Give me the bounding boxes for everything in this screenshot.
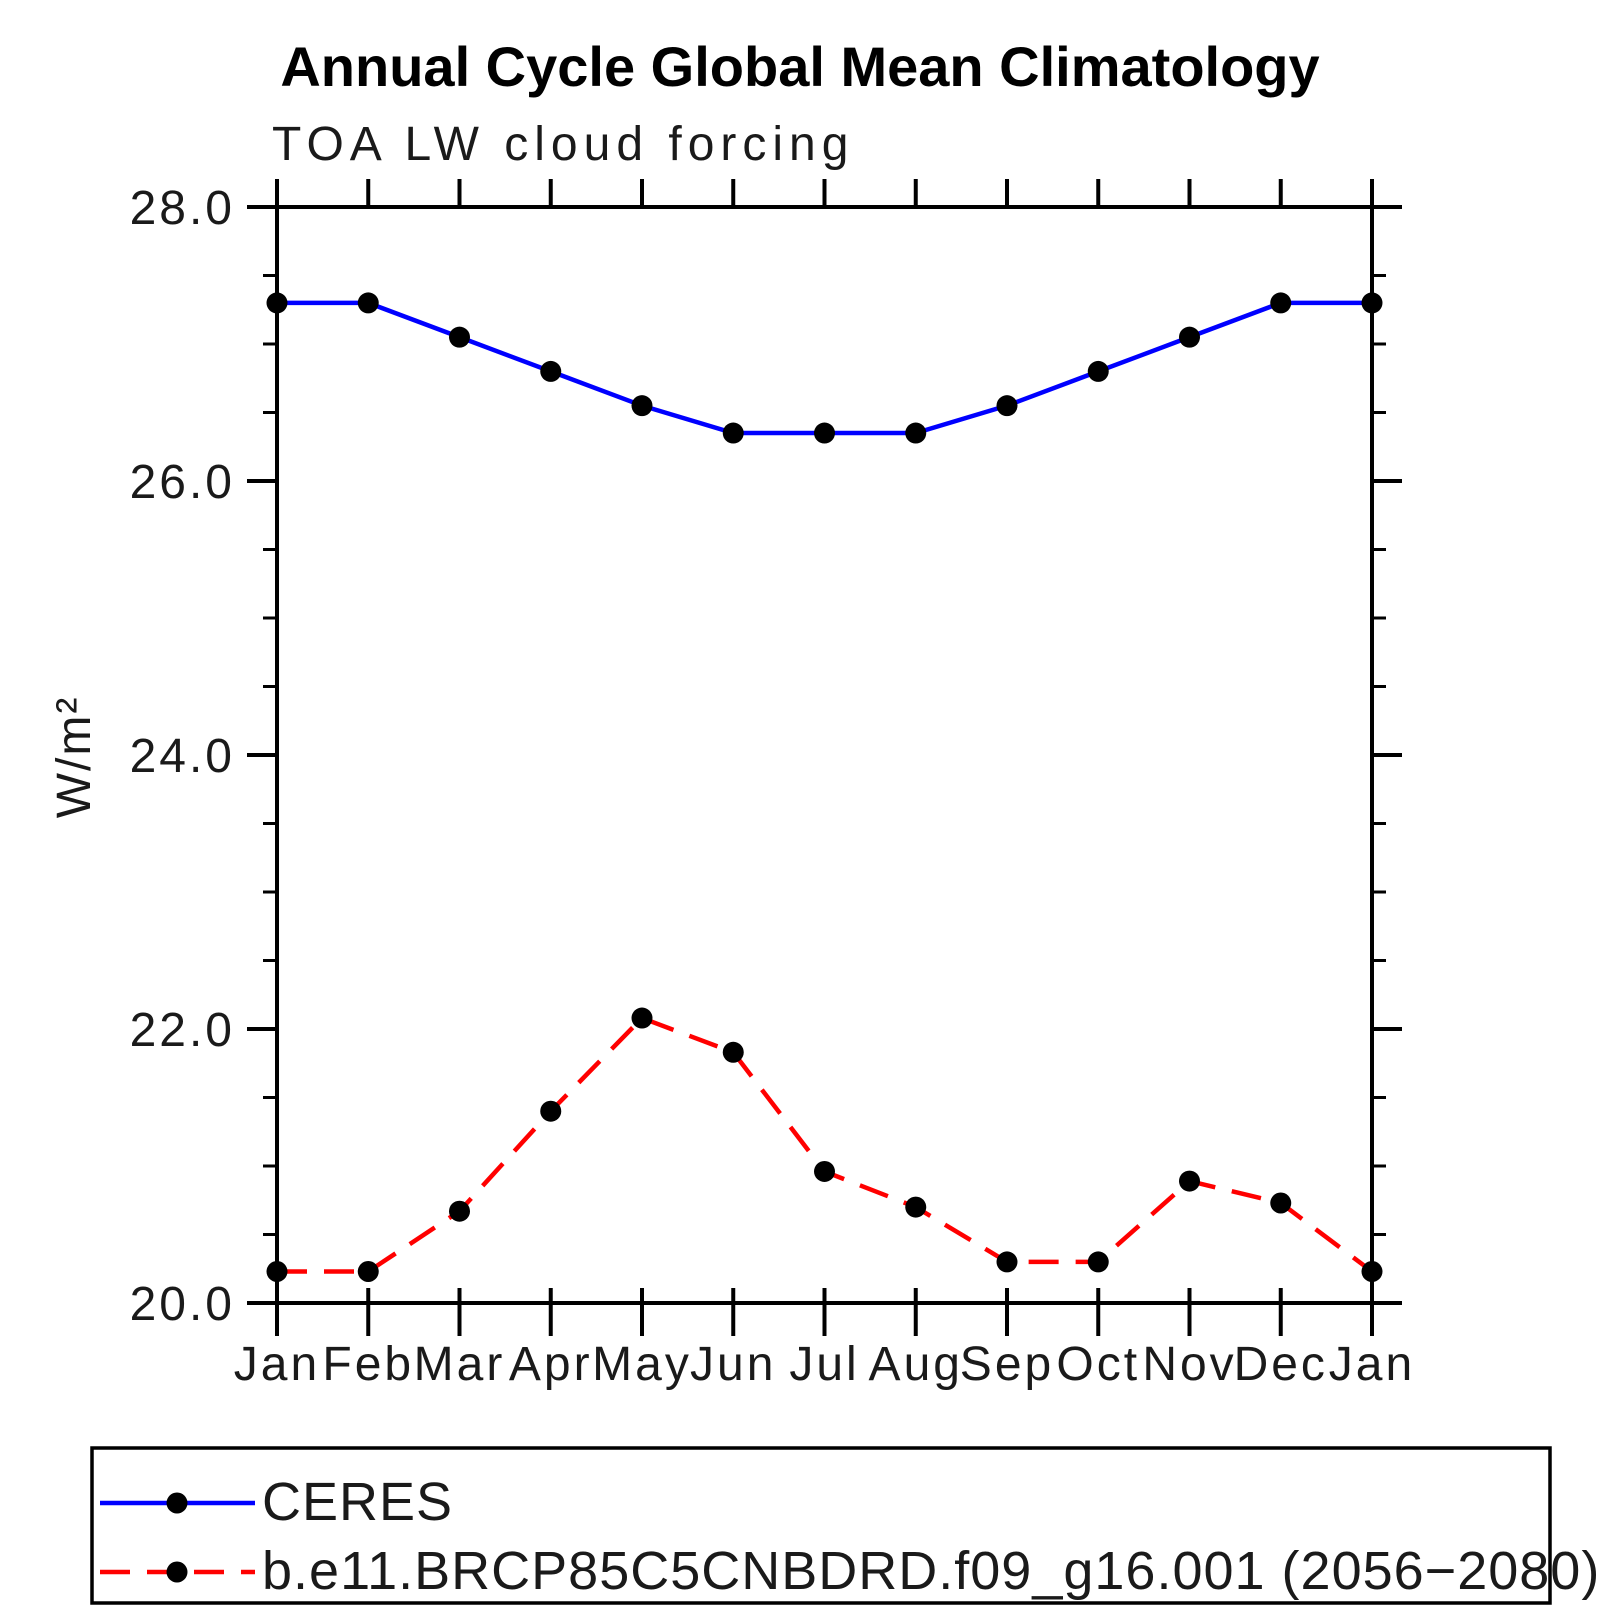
x-tick-label: Feb <box>322 1338 414 1391</box>
data-point-marker <box>814 422 835 444</box>
legend-box <box>90 1446 1552 1605</box>
series-model <box>266 1007 1383 1282</box>
series-line <box>277 300 1372 436</box>
legend: CERES b.e11.BRCP85C5CNBDRD.f09_g16.001 (2… <box>90 1446 1600 1605</box>
data-point-marker <box>722 422 744 444</box>
x-tick-label: Nov <box>1142 1338 1236 1391</box>
data-point-marker <box>814 1160 835 1182</box>
x-tick-label: Jun <box>690 1338 776 1391</box>
series-ceres <box>266 292 1383 444</box>
data-point-marker <box>996 1251 1018 1273</box>
legend-label: b.e11.BRCP85C5CNBDRD.f09_g16.001 (2056−2… <box>262 1541 1600 1601</box>
data-point-marker <box>1179 326 1200 348</box>
data-point-marker <box>1087 360 1109 382</box>
y-tick-label: 26.0 <box>130 456 235 509</box>
x-tick-label: Jul <box>789 1338 859 1391</box>
data-point-marker <box>631 395 653 417</box>
data-point-marker <box>449 326 470 348</box>
y-tick-labels: 28.0 26.0 24.0 22.0 20.0 <box>130 182 235 1331</box>
legend-marker <box>166 1561 188 1583</box>
x-tick-label: May <box>592 1338 692 1391</box>
chart-title: Annual Cycle Global Mean Climatology <box>280 35 1319 98</box>
series-line <box>277 1015 1374 1274</box>
y-tick-label: 24.0 <box>130 730 235 783</box>
x-tick-label: Jan <box>1329 1338 1415 1391</box>
data-series <box>266 292 1383 1282</box>
data-point-marker <box>996 395 1018 417</box>
data-point-marker <box>1087 1251 1109 1273</box>
y-axis-label: W/m² <box>48 696 101 819</box>
x-tick-label: Jan <box>234 1338 320 1391</box>
x-tick-label: Mar <box>414 1338 506 1391</box>
data-point-marker <box>905 422 927 444</box>
legend-label: CERES <box>262 1472 453 1532</box>
chart-subtitle: TOA LW cloud forcing <box>272 118 854 171</box>
y-tick-label: 22.0 <box>130 1004 235 1057</box>
x-tick-label: Aug <box>869 1338 963 1391</box>
x-tick-label: Oct <box>1056 1338 1140 1391</box>
plot-frame <box>275 205 1374 1305</box>
data-point-marker <box>540 360 562 382</box>
y-tick-label: 28.0 <box>130 182 235 235</box>
data-point-marker <box>266 1260 288 1282</box>
data-point-marker <box>357 292 379 314</box>
data-point-marker <box>266 292 288 314</box>
x-tick-label: Sep <box>960 1338 1054 1391</box>
data-point-marker <box>905 1196 927 1218</box>
data-point-marker <box>357 1260 379 1282</box>
x-tick-label: Apr <box>509 1338 593 1391</box>
x-tick-label: Dec <box>1234 1338 1328 1391</box>
data-point-marker <box>1270 1192 1292 1214</box>
legend-marker <box>166 1492 188 1514</box>
y-tick-label: 20.0 <box>130 1278 235 1331</box>
data-point-marker <box>1270 292 1292 314</box>
data-point-marker <box>540 1100 562 1122</box>
data-point-marker <box>631 1007 653 1029</box>
data-point-marker <box>722 1041 744 1063</box>
axes <box>247 179 1402 1336</box>
data-point-marker <box>1179 1170 1200 1192</box>
legend-item: b.e11.BRCP85C5CNBDRD.f09_g16.001 (2056−2… <box>100 1541 1600 1601</box>
data-point-marker <box>449 1200 470 1222</box>
data-point-marker <box>1361 292 1383 314</box>
legend-item: CERES <box>100 1472 453 1532</box>
data-point-marker <box>1361 1260 1383 1282</box>
